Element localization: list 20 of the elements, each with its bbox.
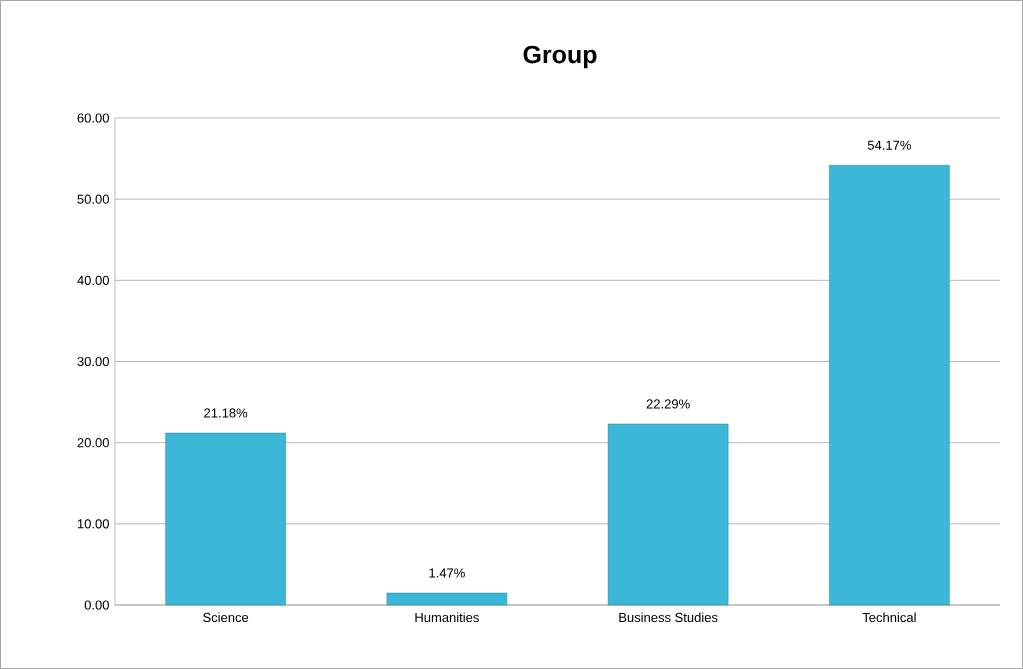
data-label: 22.29%: [646, 399, 690, 409]
y-tick-label: 50.00: [77, 194, 109, 204]
bar: [165, 432, 286, 606]
chart-title: Group: [523, 45, 597, 69]
bar: [386, 592, 508, 606]
y-tick-label: 0.00: [84, 600, 109, 610]
x-tick-label: Humanities: [415, 612, 479, 623]
y-tick-label: 30.00: [77, 356, 109, 367]
x-tick-label: Technical: [862, 612, 916, 623]
bar: [829, 165, 950, 606]
bar: [607, 423, 729, 606]
data-label: 1.47%: [429, 568, 465, 578]
y-tick-label: 20.00: [77, 438, 109, 448]
x-tick-label: Science: [203, 612, 249, 623]
y-tick-label: 60.00: [77, 113, 109, 123]
data-label: 54.17%: [867, 140, 911, 150]
y-tick-label: 40.00: [77, 275, 109, 285]
x-tick-label: Business Studies: [619, 612, 718, 623]
data-label: 21.18%: [204, 408, 248, 418]
y-tick-label: 10.00: [77, 519, 109, 529]
